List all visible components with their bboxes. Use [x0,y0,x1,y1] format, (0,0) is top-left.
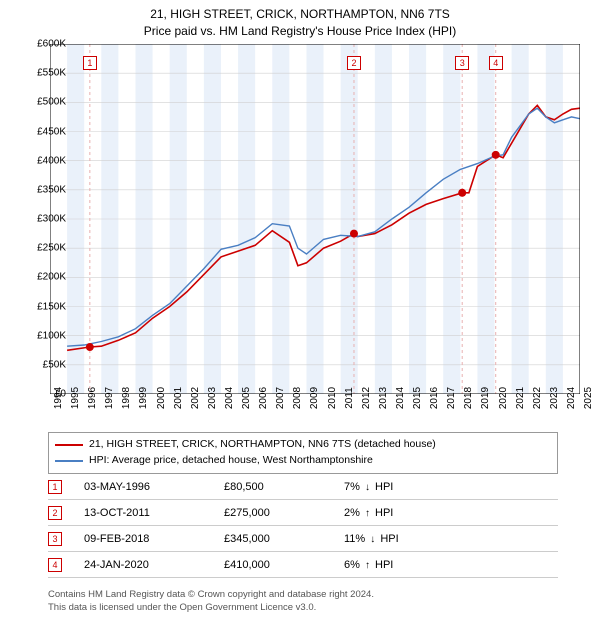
table-row: 4 24-JAN-2020£410,0006% ↑ HPI [48,552,558,578]
table-row: 3 09-FEB-2018£345,00011% ↓ HPI [48,526,558,552]
x-tick-label: 2018 [463,387,474,409]
sale-marker-badge: 3 [455,56,469,70]
x-tick-label: 2012 [361,387,372,409]
footer-line-1: Contains HM Land Registry data © Crown c… [48,589,558,601]
sale-row-date: 09-FEB-2018 [84,533,224,545]
sale-row-date: 13-OCT-2011 [84,507,224,519]
y-tick-label: £550K [18,68,66,79]
sale-row-price: £345,000 [224,533,344,545]
y-tick-label: £100K [18,330,66,341]
table-row: 1 03-MAY-1996£80,5007% ↓ HPI [48,474,558,500]
sale-row-price: £410,000 [224,559,344,571]
x-tick-label: 2022 [532,387,543,409]
x-tick-label: 2004 [224,387,235,409]
y-tick-label: £500K [18,97,66,108]
x-tick-label: 2009 [309,387,320,409]
sale-row-badge: 3 [48,532,62,546]
sales-table: 103-MAY-1996£80,5007% ↓ HPI213-OCT-2011£… [48,474,558,578]
x-tick-label: 2008 [292,387,303,409]
x-tick-label: 1994 [53,387,64,409]
chart-svg [50,44,580,394]
sale-row-badge: 4 [48,558,62,572]
x-tick-label: 1995 [70,387,81,409]
y-tick-label: £150K [18,301,66,312]
sale-row-date: 03-MAY-1996 [84,481,224,493]
sale-row-diff: 11% ↓ HPI [344,533,464,545]
legend-swatch-hpi [55,460,83,462]
legend-box: 21, HIGH STREET, CRICK, NORTHAMPTON, NN6… [48,432,558,474]
x-tick-label: 1999 [138,387,149,409]
sale-row-badge: 2 [48,506,62,520]
x-tick-label: 2019 [480,387,491,409]
x-tick-label: 2005 [241,387,252,409]
table-row: 2 13-OCT-2011£275,0002% ↑ HPI [48,500,558,526]
x-tick-label: 1998 [121,387,132,409]
x-tick-label: 2025 [583,387,594,409]
chart-title-subtitle: Price paid vs. HM Land Registry's House … [0,23,600,40]
sale-row-diff: 2% ↑ HPI [344,507,464,519]
y-tick-label: £400K [18,155,66,166]
y-tick-label: £300K [18,214,66,225]
legend-entry-price-paid: 21, HIGH STREET, CRICK, NORTHAMPTON, NN6… [55,437,551,453]
y-tick-label: £50K [18,359,66,370]
x-tick-label: 2001 [173,387,184,409]
x-tick-label: 2024 [566,387,577,409]
sale-marker-badge: 2 [347,56,361,70]
x-tick-label: 2007 [275,387,286,409]
footer-attribution: Contains HM Land Registry data © Crown c… [48,589,558,614]
legend-entry-hpi: HPI: Average price, detached house, West… [55,453,551,469]
x-tick-label: 2003 [207,387,218,409]
x-tick-label: 1997 [104,387,115,409]
y-tick-label: £450K [18,126,66,137]
legend-swatch-price-paid [55,444,83,446]
sale-row-price: £275,000 [224,507,344,519]
sale-row-price: £80,500 [224,481,344,493]
x-tick-label: 2021 [515,387,526,409]
x-tick-label: 2017 [446,387,457,409]
legend-label-hpi: HPI: Average price, detached house, West… [89,453,373,469]
sale-marker-badge: 4 [489,56,503,70]
y-tick-label: £250K [18,243,66,254]
x-tick-label: 1996 [87,387,98,409]
x-tick-label: 2013 [378,387,389,409]
sale-marker-badge: 1 [83,56,97,70]
y-tick-label: £600K [18,39,66,50]
x-tick-label: 2023 [549,387,560,409]
x-tick-label: 2016 [429,387,440,409]
x-tick-label: 2006 [258,387,269,409]
sale-row-badge: 1 [48,480,62,494]
x-tick-label: 2010 [327,387,338,409]
sale-row-diff: 6% ↑ HPI [344,559,464,571]
chart-title-block: 21, HIGH STREET, CRICK, NORTHAMPTON, NN6… [0,0,600,42]
x-tick-label: 2011 [344,387,355,409]
x-tick-label: 2002 [190,387,201,409]
x-tick-label: 2000 [156,387,167,409]
footer-line-2: This data is licensed under the Open Gov… [48,602,558,614]
x-tick-label: 2015 [412,387,423,409]
chart-title-address: 21, HIGH STREET, CRICK, NORTHAMPTON, NN6… [0,6,600,23]
y-tick-label: £200K [18,272,66,283]
sale-row-diff: 7% ↓ HPI [344,481,464,493]
y-tick-label: £350K [18,184,66,195]
legend-label-price-paid: 21, HIGH STREET, CRICK, NORTHAMPTON, NN6… [89,437,436,453]
x-tick-label: 2020 [498,387,509,409]
chart-plot-area [50,44,580,394]
sale-row-date: 24-JAN-2020 [84,559,224,571]
x-tick-label: 2014 [395,387,406,409]
